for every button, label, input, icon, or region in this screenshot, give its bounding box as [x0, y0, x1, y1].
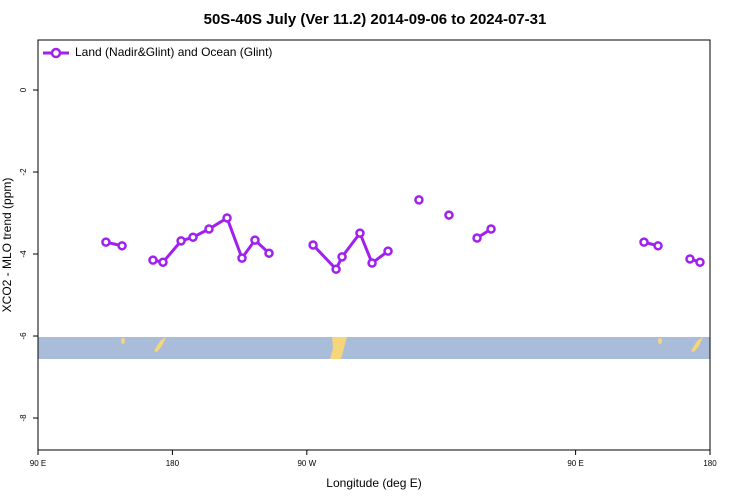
y-tick-label: -8 [19, 414, 28, 422]
point [337, 252, 347, 262]
y-tick-label: -6 [19, 332, 28, 340]
y-tick-label: 0 [19, 87, 28, 92]
x-axis-label: Longitude (deg E) [326, 476, 421, 490]
point [653, 241, 663, 251]
point [250, 235, 260, 245]
point [101, 237, 111, 247]
point [158, 257, 168, 267]
point [237, 253, 247, 263]
point [117, 241, 127, 251]
series-line [105, 215, 701, 272]
point [472, 233, 482, 243]
point [486, 224, 496, 234]
x-tick-label: 180 [166, 459, 180, 468]
x-tick-label: 180 [703, 459, 717, 468]
x-tick-label: 90 W [297, 459, 316, 468]
point [264, 248, 274, 258]
x-tick-label: 90 E [567, 459, 583, 468]
point [331, 264, 341, 274]
point [444, 210, 454, 220]
point [308, 240, 318, 250]
point [355, 228, 365, 238]
y-tick-label: -2 [19, 168, 28, 176]
land [121, 338, 125, 344]
point [414, 195, 424, 205]
point [639, 237, 649, 247]
ocean-band [38, 337, 710, 359]
point [222, 213, 232, 223]
point [695, 257, 705, 267]
x-tick-label: 90 E [30, 459, 46, 468]
map-band [38, 337, 710, 359]
y-axis-label: XCO2 - MLO trend (ppm) [0, 178, 14, 313]
point [188, 232, 198, 242]
legend-label: Land (Nadir&Glint) and Ocean (Glint) [75, 45, 272, 59]
land [658, 338, 662, 344]
legend-marker [50, 47, 62, 59]
chart-title: 50S-40S July (Ver 11.2) 2014-09-06 to 20… [204, 11, 547, 28]
land [154, 337, 166, 352]
point [176, 236, 186, 246]
point [383, 246, 393, 256]
point [367, 258, 377, 268]
point [204, 224, 214, 234]
land [691, 337, 703, 352]
y-tick-label: -4 [19, 250, 28, 258]
land [330, 337, 347, 359]
point [685, 254, 695, 264]
point [148, 255, 158, 265]
plot-frame [37, 39, 711, 451]
